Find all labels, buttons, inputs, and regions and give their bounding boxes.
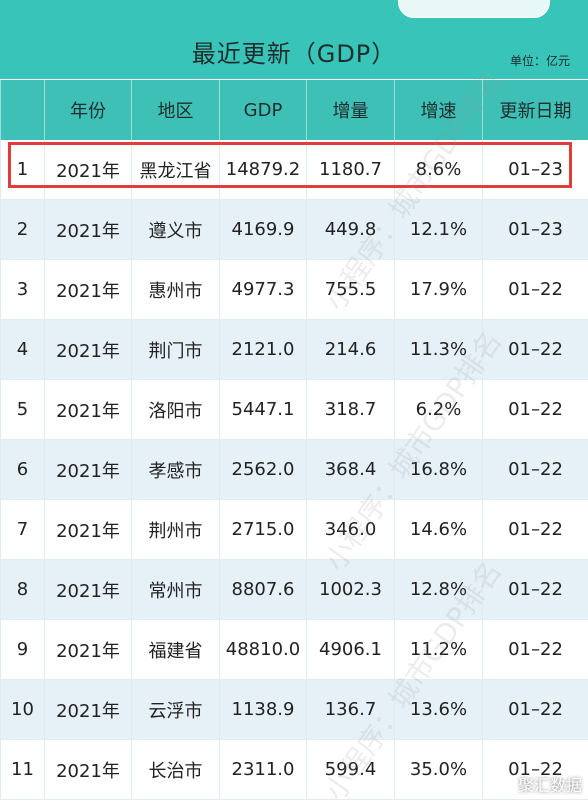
row-rank: 9: [1, 620, 45, 680]
row-year: 2021年: [45, 440, 132, 500]
row-increase: 4906.1: [307, 620, 395, 680]
row-gdp: 4977.3: [220, 260, 307, 320]
row-year: 2021年: [45, 680, 132, 740]
column-header-increase: 增量: [307, 80, 395, 140]
row-gdp: 5447.1: [220, 380, 307, 440]
row-region: 惠州市: [132, 260, 220, 320]
row-rank: 10: [1, 680, 45, 740]
row-region: 荆州市: [132, 500, 220, 560]
row-gdp: 8807.6: [220, 560, 307, 620]
row-gdp: 4169.9: [220, 200, 307, 260]
row-region: 云浮市: [132, 680, 220, 740]
column-header-rank: [1, 80, 45, 140]
row-date: 01–22: [483, 500, 588, 560]
row-gdp: 2562.0: [220, 440, 307, 500]
row-date: 01–22: [483, 680, 588, 740]
row-rank: 1: [1, 140, 45, 200]
row-rank: 3: [1, 260, 45, 320]
row-rank: 11: [1, 740, 45, 800]
row-gdp: 14879.2: [220, 140, 307, 200]
row-growth: 14.6%: [395, 500, 483, 560]
row-year: 2021年: [45, 140, 132, 200]
row-year: 2021年: [45, 380, 132, 440]
row-date: 01–22: [483, 620, 588, 680]
column-header-gdp: GDP: [220, 80, 307, 140]
column-header-region: 地区: [132, 80, 220, 140]
row-region: 黑龙江省: [132, 140, 220, 200]
row-year: 2021年: [45, 560, 132, 620]
row-region: 福建省: [132, 620, 220, 680]
row-growth: 17.9%: [395, 260, 483, 320]
row-date: 01–23: [483, 200, 588, 260]
row-year: 2021年: [45, 500, 132, 560]
row-rank: 4: [1, 320, 45, 380]
row-year: 2021年: [45, 200, 132, 260]
page-title: 最近更新（GDP）: [0, 34, 588, 69]
row-year: 2021年: [45, 320, 132, 380]
row-gdp: 48810.0: [220, 620, 307, 680]
unit-label: 单位：亿元: [510, 52, 570, 69]
row-gdp: 2715.0: [220, 500, 307, 560]
row-rank: 6: [1, 440, 45, 500]
row-year: 2021年: [45, 620, 132, 680]
row-gdp: 2121.0: [220, 320, 307, 380]
row-region: 长治市: [132, 740, 220, 800]
row-growth: 35.0%: [395, 740, 483, 800]
row-rank: 8: [1, 560, 45, 620]
row-date: 01–22: [483, 440, 588, 500]
row-date: 01–22: [483, 380, 588, 440]
corner-logo-text: 聚汇数据: [518, 772, 582, 796]
row-date: 01–23: [483, 140, 588, 200]
row-year: 2021年: [45, 260, 132, 320]
row-date: 01–22: [483, 260, 588, 320]
row-increase: 1180.7: [307, 140, 395, 200]
column-header-year: 年份: [45, 80, 132, 140]
row-region: 孝感市: [132, 440, 220, 500]
row-region: 遵义市: [132, 200, 220, 260]
row-gdp: 2311.0: [220, 740, 307, 800]
row-gdp: 1138.9: [220, 680, 307, 740]
row-increase: 214.6: [307, 320, 395, 380]
row-rank: 5: [1, 380, 45, 440]
row-rank: 2: [1, 200, 45, 260]
row-region: 常州市: [132, 560, 220, 620]
row-year: 2021年: [45, 740, 132, 800]
row-region: 荆门市: [132, 320, 220, 380]
row-rank: 7: [1, 500, 45, 560]
row-increase: 318.7: [307, 380, 395, 440]
row-region: 洛阳市: [132, 380, 220, 440]
top-pill-button[interactable]: [398, 0, 550, 18]
table-header-bar: 最近更新（GDP） 单位：亿元: [0, 24, 588, 79]
